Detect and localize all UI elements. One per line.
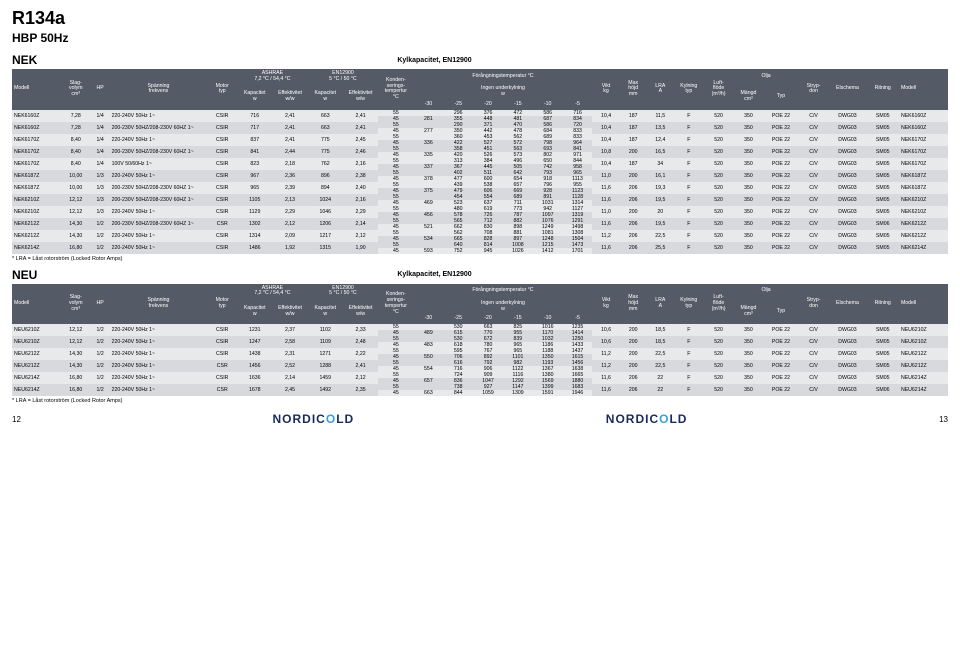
kylcap-label: Kylkapacitet, EN12900	[397, 271, 471, 278]
page-left: 12	[12, 415, 21, 424]
title: R134a	[12, 8, 948, 29]
logo-right: NORDICOLD	[606, 412, 688, 426]
table-header: Modell Slag-volymcm³ HP Spänningfrekvens…	[12, 69, 948, 110]
data-table: Modell Slag-volymcm³ HP Spänningfrekvens…	[12, 69, 948, 254]
section-name: NEK	[12, 53, 37, 67]
logo-left: NORDICOLD	[273, 412, 355, 426]
table-header: Modell Slag-volymcm³ HP Spänningfrekvens…	[12, 284, 948, 325]
footnote: * LRA = Låst rotorström (Locked Rotor Am…	[12, 256, 948, 262]
kylcap-label: Kylkapacitet, EN12900	[397, 57, 471, 64]
page-right: 13	[939, 415, 948, 424]
footnote: * LRA = Låst rotorström (Locked Rotor Am…	[12, 398, 948, 404]
section-header: NEU Kylkapacitet, EN12900	[12, 268, 948, 282]
footer: 12 NORDICOLD NORDICOLD 13	[12, 412, 948, 426]
data-table: Modell Slag-volymcm³ HP Spänningfrekvens…	[12, 284, 948, 397]
section-header: NEK Kylkapacitet, EN12900	[12, 53, 948, 67]
section-name: NEU	[12, 268, 37, 282]
subtitle: HBP 50Hz	[12, 31, 948, 45]
